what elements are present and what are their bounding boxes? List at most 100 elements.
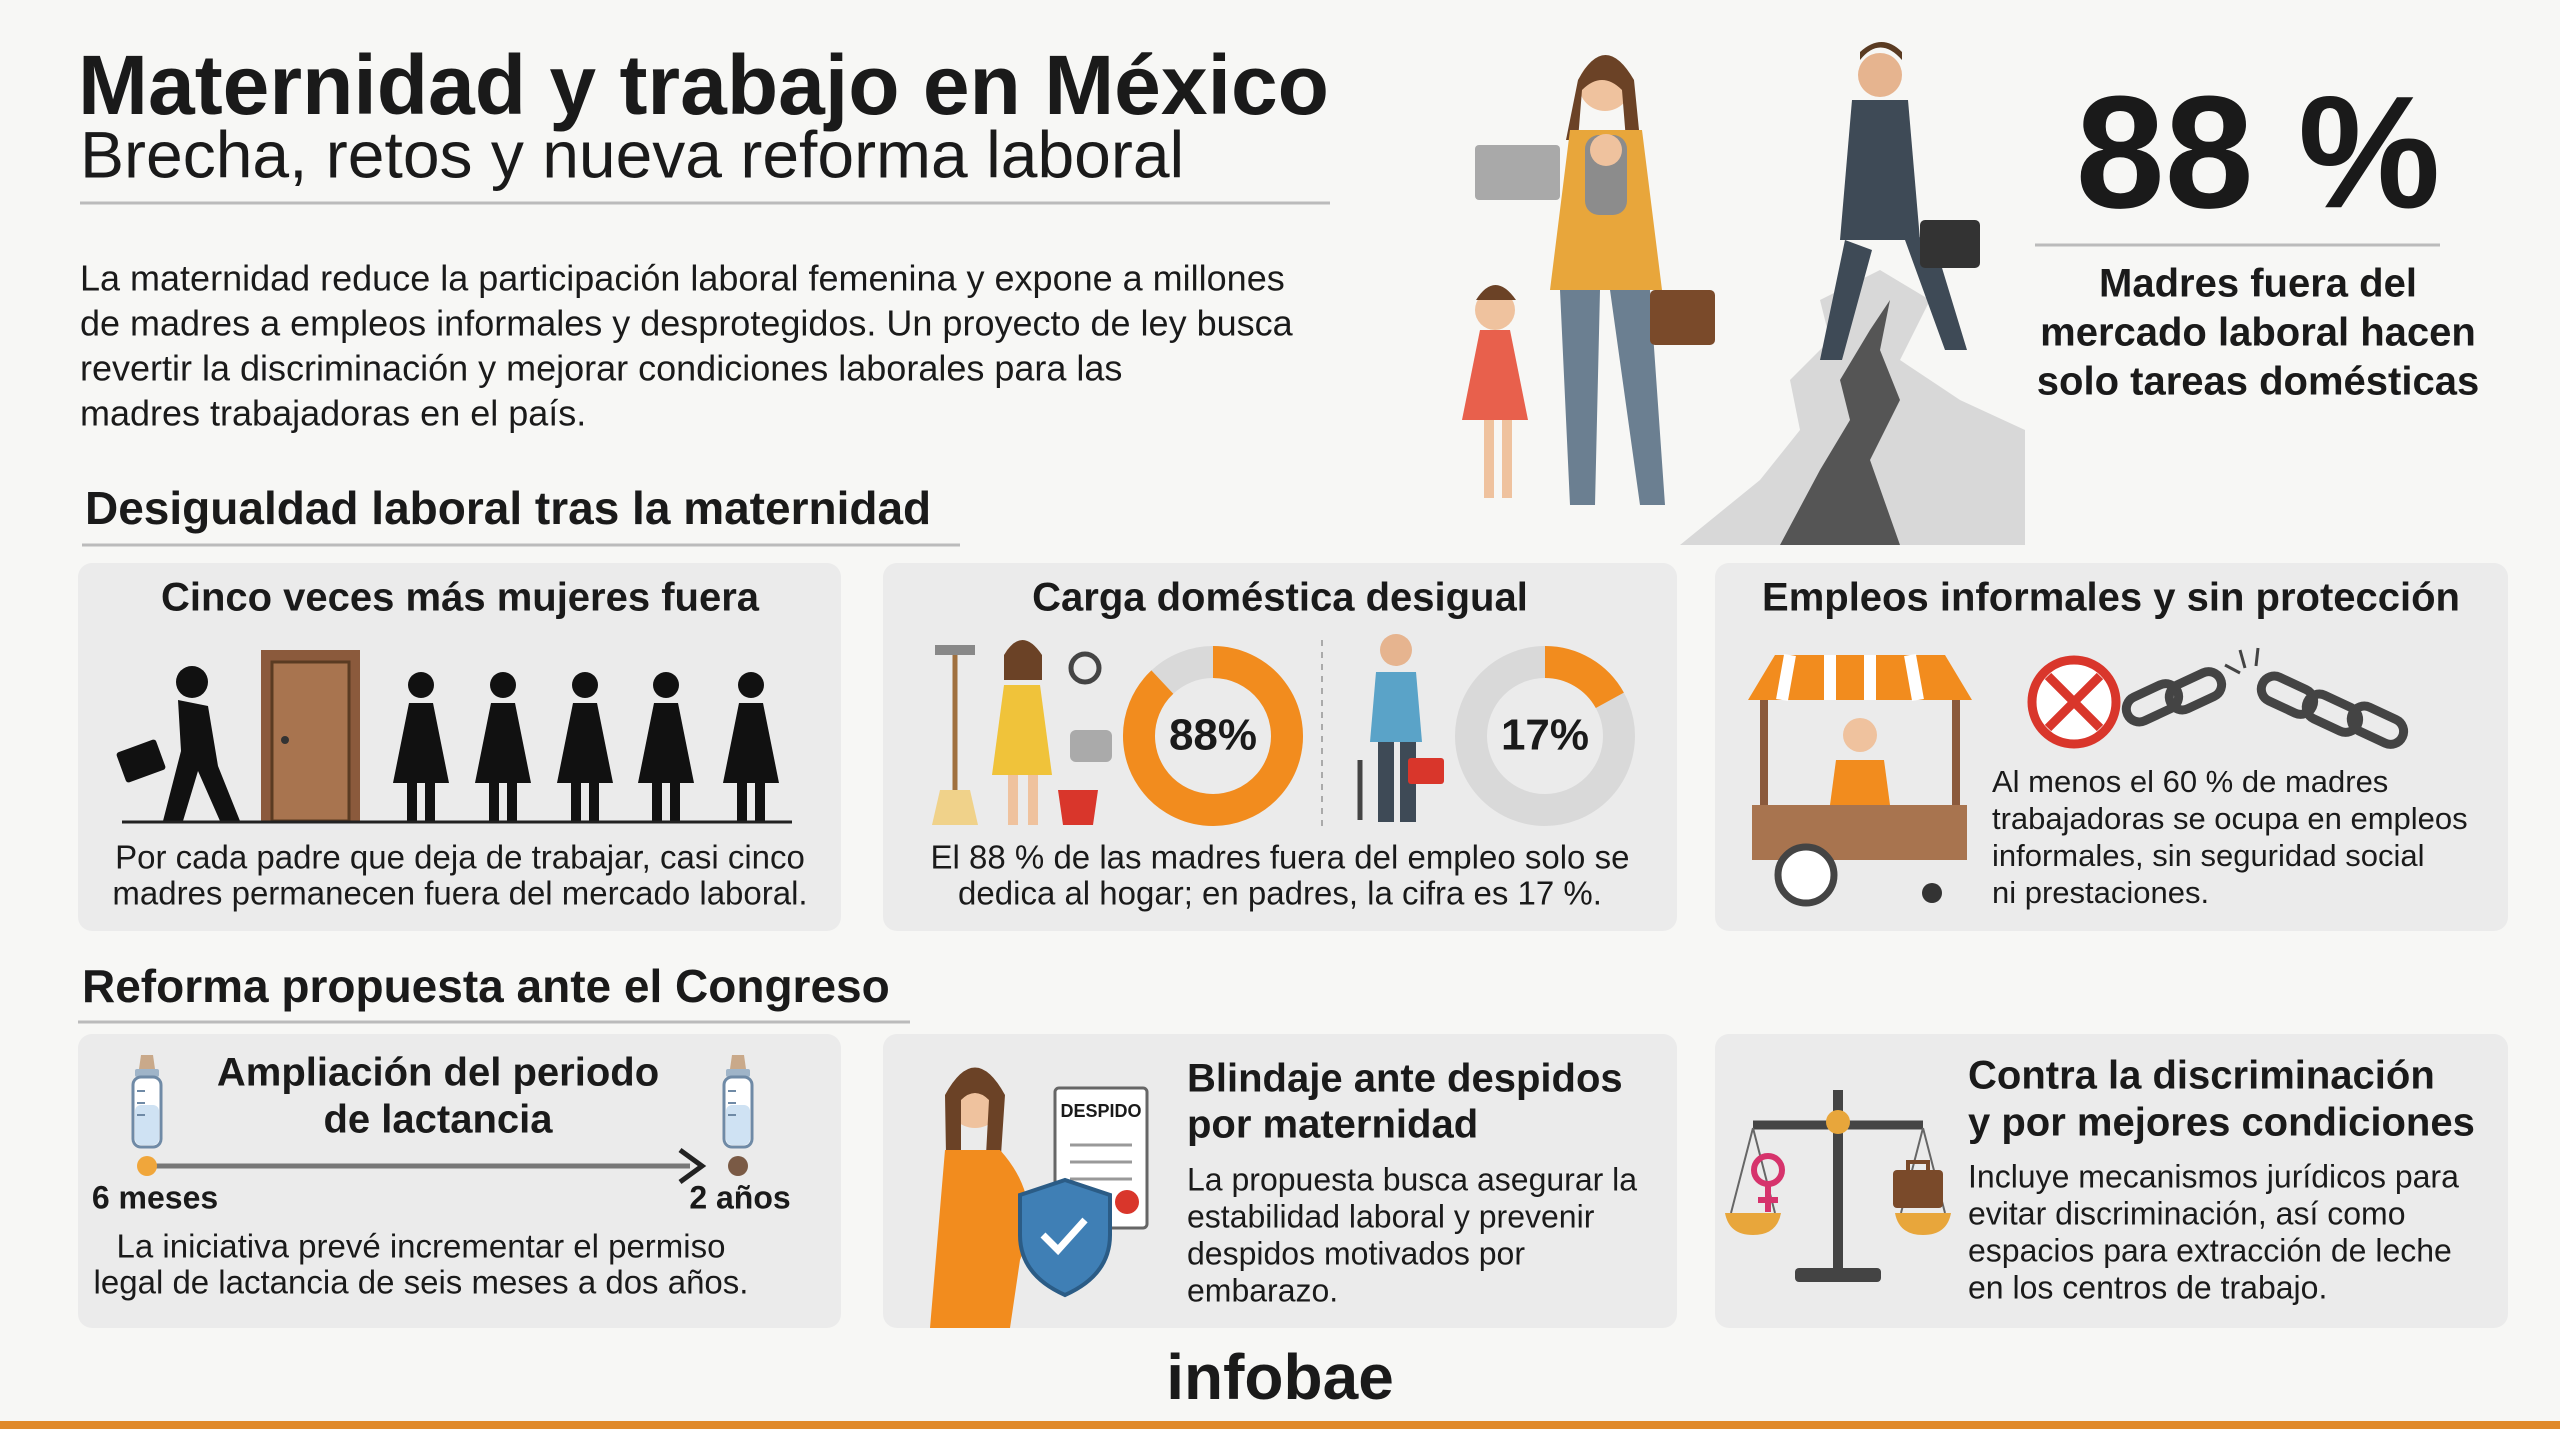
dismissal-icons-part <box>945 1067 1005 1155</box>
informal-icons-part-part <box>2121 679 2184 727</box>
card-text: espacios para extracción de leche <box>1968 1232 2452 1268</box>
card-title: Contra la discriminación <box>1968 1054 2435 1098</box>
hero-illustration <box>1462 42 2025 545</box>
informal-icons-part <box>2121 667 2409 749</box>
card-text: dedica al hogar; en padres, la cifra es … <box>958 875 1602 912</box>
informal-icons-part <box>1843 718 1877 752</box>
informal-icons-part <box>1922 883 1942 903</box>
card-backgrounds-part <box>78 1034 841 1328</box>
dismissal-icons-part <box>1040 1217 1088 1256</box>
housework-icons-part <box>935 645 975 655</box>
housework-icons-part <box>1370 672 1422 742</box>
card-title: Carga doméstica desigual <box>1032 576 1528 620</box>
card-title: Ampliación del periodo <box>217 1051 659 1095</box>
informal-icons <box>1748 647 2409 907</box>
scale-icons-part <box>1725 1213 1781 1235</box>
scale-icons-part <box>1758 1184 1778 1212</box>
hero-illustration-part <box>1476 285 1516 300</box>
title: Maternidad y trabajo en México <box>78 38 1329 132</box>
card-title: y por mejores condiciones <box>1968 1101 2475 1145</box>
intro-line: revertir la discriminación y mejorar con… <box>80 348 1122 389</box>
housework-icons-part <box>1378 742 1416 822</box>
informal-icons-part-part <box>2346 701 2409 749</box>
informal-icons-part <box>1752 805 1967 860</box>
lactation-icons-part <box>678 1147 707 1185</box>
hero-illustration-part <box>1475 145 1560 200</box>
men-women-icons <box>116 650 792 824</box>
card-title: de lactancia <box>323 1098 553 1142</box>
donut-arc <box>1123 646 1303 826</box>
informal-icons-part <box>2224 647 2260 675</box>
card-text: en los centros de trabajo. <box>1968 1269 2327 1305</box>
document-label: DESPIDO <box>1060 1101 1141 1121</box>
housework-icons <box>932 634 1444 830</box>
hero-illustration-part <box>1484 420 1512 498</box>
men-women-icons-part <box>176 666 208 698</box>
housework-icons-part <box>1008 775 1038 825</box>
men-women-icons-part <box>116 739 166 783</box>
housework-icons-part <box>992 685 1052 775</box>
hero-illustration-part <box>1462 330 1528 420</box>
men-women-icons-part <box>281 736 289 744</box>
scale-icons-part <box>1906 1160 1930 1174</box>
informal-icons-part <box>1952 700 1960 810</box>
housework-icons-part <box>1070 730 1112 762</box>
card-backgrounds-part <box>1715 1034 2508 1328</box>
dismissal-icons <box>930 1067 1149 1328</box>
housework-icons-part <box>1408 758 1444 784</box>
card-title: Blindaje ante despidos <box>1187 1057 1623 1101</box>
card-text: La iniciativa prevé incrementar el permi… <box>117 1228 726 1265</box>
intro-line: de madres a empleos informales y desprot… <box>80 303 1294 344</box>
hero-illustration-part <box>1650 290 1715 345</box>
stat-caption: Madres fuera del <box>2099 262 2417 306</box>
card-text: El 88 % de las madres fuera del empleo s… <box>931 839 1630 876</box>
stat-caption: solo tareas domésticas <box>2037 360 2479 404</box>
card-text: ni prestaciones. <box>1992 875 2209 910</box>
lactation-icons-part <box>728 1156 748 1176</box>
card-text: embarazo. <box>1187 1272 1338 1308</box>
card-text: estabilidad laboral y prevenir <box>1187 1198 1595 1234</box>
dismissal-icons-part <box>1115 1190 1139 1214</box>
brand: infobae <box>1166 1341 1394 1413</box>
section-heading: Reforma propuesta ante el Congreso <box>82 960 890 1012</box>
card-text: Por cada padre que deja de trabajar, cas… <box>115 839 805 876</box>
informal-icons-part <box>2044 672 2104 732</box>
card-text: madres permanecen fuera del mercado labo… <box>112 875 807 912</box>
card-title: por maternidad <box>1187 1103 1478 1147</box>
informal-icons-part <box>1774 843 1838 907</box>
hero-illustration-part <box>1566 55 1640 140</box>
scale-icons-part <box>1795 1268 1881 1282</box>
dismissal-icons-part <box>930 1150 1029 1328</box>
period-label: 2 años <box>689 1179 790 1215</box>
stat-value: 88 % <box>2076 62 2441 241</box>
hero-illustration-part <box>1858 53 1902 97</box>
intro-line: madres trabajadoras en el país. <box>80 393 586 434</box>
lactation-icons-part <box>137 1156 157 1176</box>
card-text: despidos motivados por <box>1187 1235 1525 1271</box>
scale-icons <box>1725 1090 1951 1282</box>
scale-icons-part <box>1893 1170 1943 1208</box>
dismissal-icons-part <box>1070 1143 1132 1198</box>
card-title: Cinco veces más mujeres fuera <box>161 576 760 620</box>
hero-illustration-part <box>1860 42 1902 60</box>
donut-arc <box>1544 646 1624 709</box>
donut-label: 17% <box>1501 711 1589 760</box>
hero-illustration-part <box>1920 220 1980 268</box>
intro-line: La maternidad reduce la participación la… <box>80 258 1285 299</box>
card-text: legal de lactancia de seis meses a dos a… <box>94 1264 749 1301</box>
hero-illustration-part <box>1840 100 1920 240</box>
scale-icons-part <box>1895 1213 1951 1235</box>
hero-illustration-part <box>1560 290 1665 505</box>
stat-caption: mercado laboral hacen <box>2040 311 2476 355</box>
housework-icons-part <box>1380 634 1412 666</box>
informal-icons-part-part <box>2164 667 2227 715</box>
subtitle: Brecha, retos y nueva reforma laboral <box>80 117 1184 191</box>
hero-illustration-part <box>1590 134 1622 166</box>
scale-icons-part <box>1730 1127 1946 1214</box>
scale-icons-part <box>1833 1090 1843 1270</box>
housework-icons-part <box>1004 640 1042 680</box>
men-women-icons-part <box>163 700 240 821</box>
informal-icons-part <box>1760 700 1768 810</box>
informal-icons-part <box>1830 760 1890 805</box>
